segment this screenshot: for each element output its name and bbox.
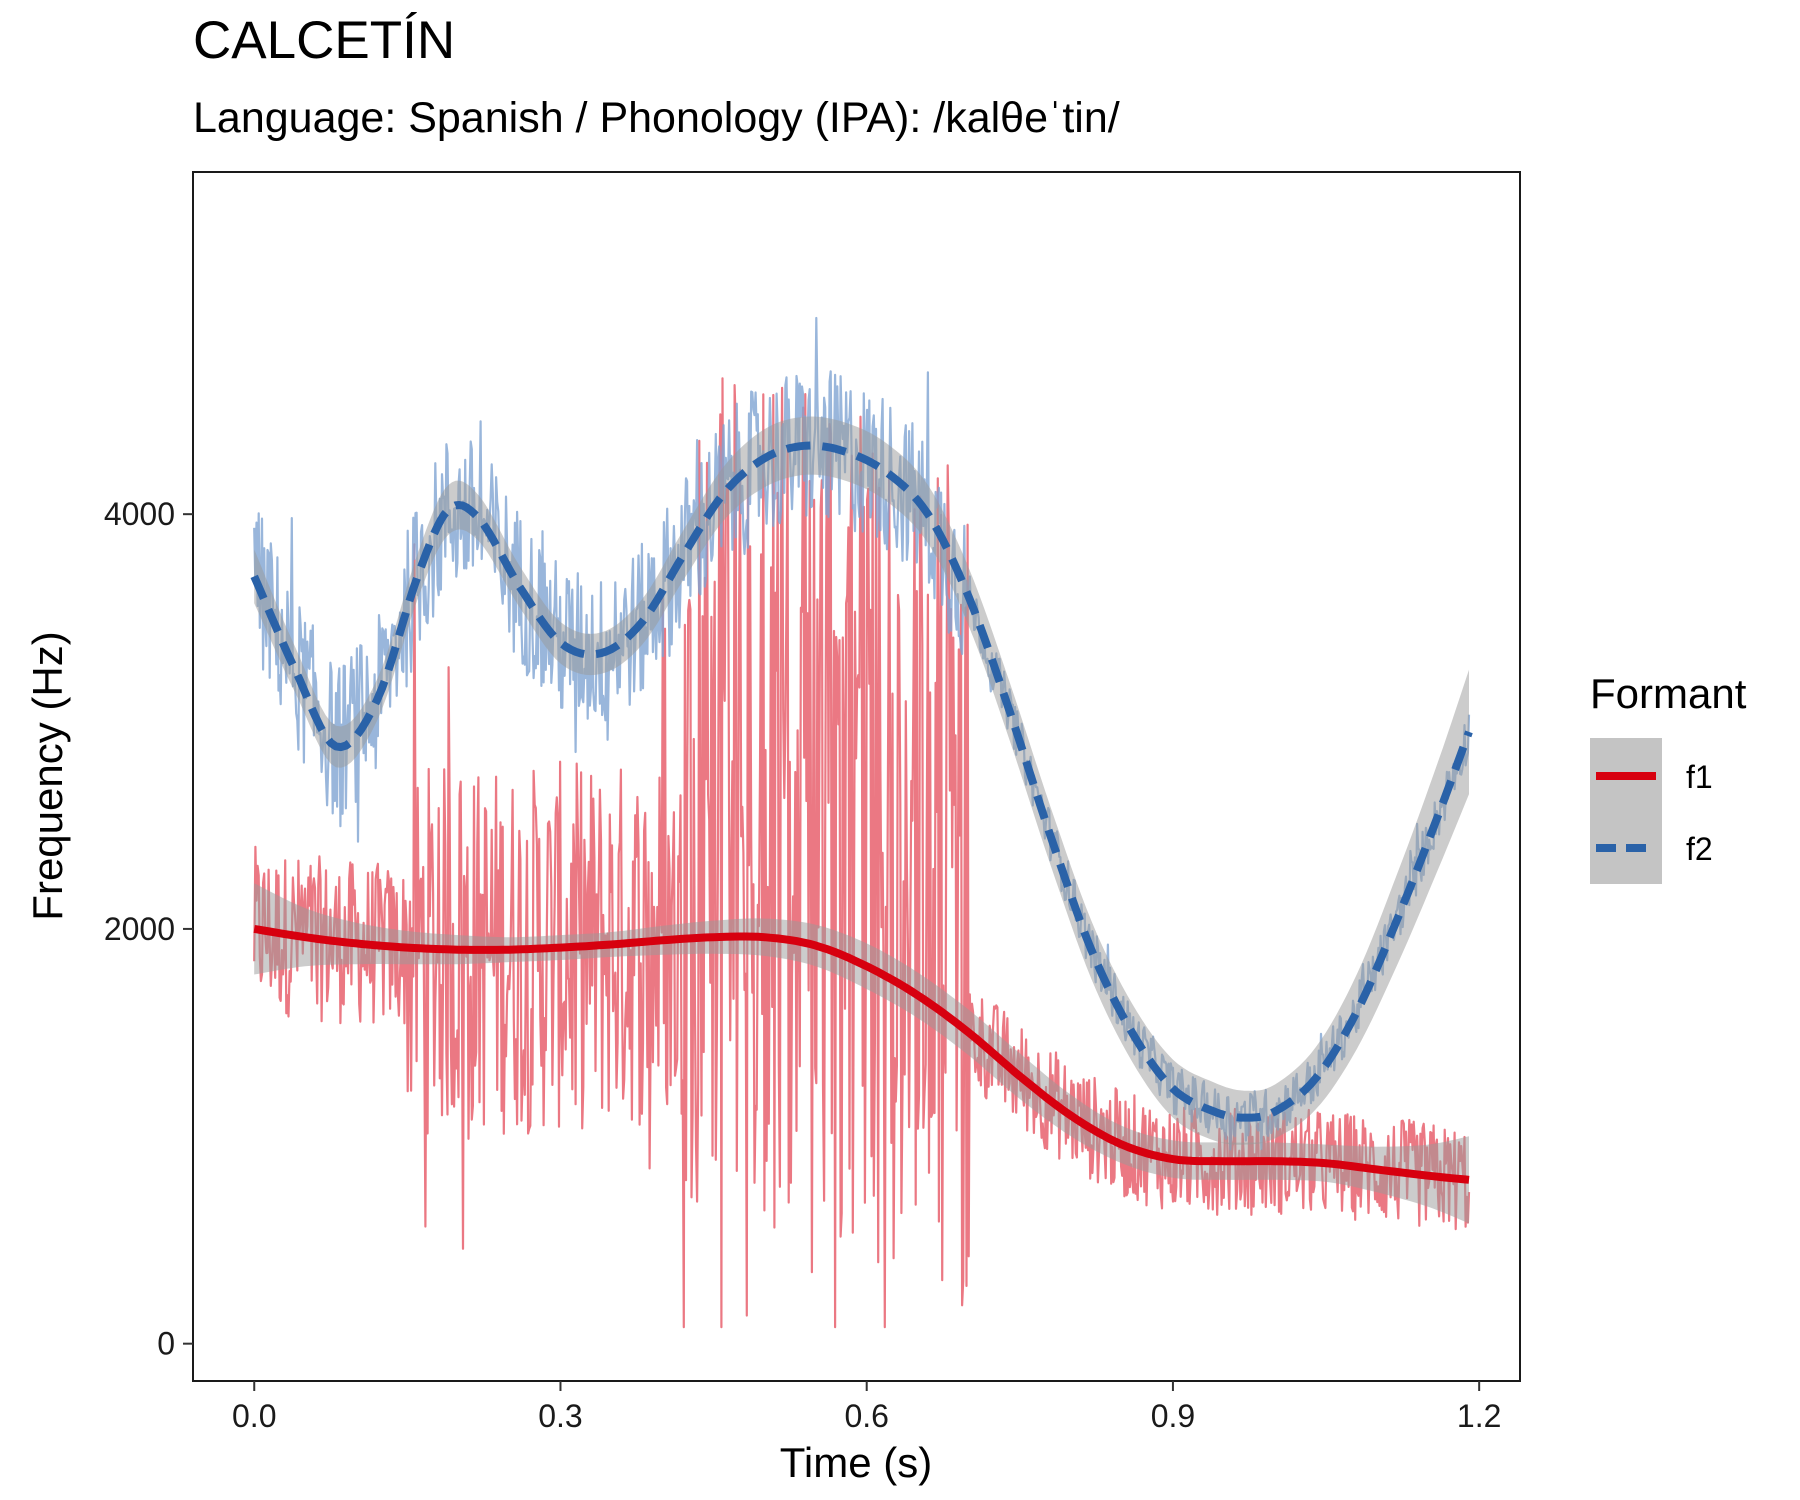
x-tick-label: 1.2 [1457,1398,1501,1434]
smooth-lines [250,441,1473,1184]
y-tick-label: 0 [157,1326,175,1362]
legend: Formant f1 f2 [1590,670,1747,884]
chart-subtitle: Language: Spanish / Phonology (IPA): /ka… [193,94,1120,142]
x-axis-title: Time (s) [780,1439,932,1486]
confidence-bands [254,416,1470,1224]
x-tick-label: 0.3 [538,1398,582,1434]
axes: 0.0 0.3 0.6 0.9 1.2 0 2000 4000 [104,496,1502,1434]
y-axis-title: Frequency (Hz) [24,631,71,920]
legend-key-background [1590,738,1662,884]
x-tick-label: 0.9 [1151,1398,1195,1434]
legend-label-f1: f1 [1686,759,1713,795]
confidence-band-f1 [254,883,1470,1224]
y-tick-label: 4000 [104,496,175,532]
x-tick-label: 0.6 [844,1398,888,1434]
y-tick-label: 2000 [104,911,175,947]
smooth-line-f2 [250,441,1473,1122]
legend-title: Formant [1590,670,1747,717]
legend-label-f2: f2 [1686,831,1713,867]
plot-panel-border [192,171,1521,1382]
smooth-line-f1 [253,924,1470,1184]
x-tick-label: 0.0 [232,1398,276,1434]
chart-title: CALCETÍN [193,11,456,70]
